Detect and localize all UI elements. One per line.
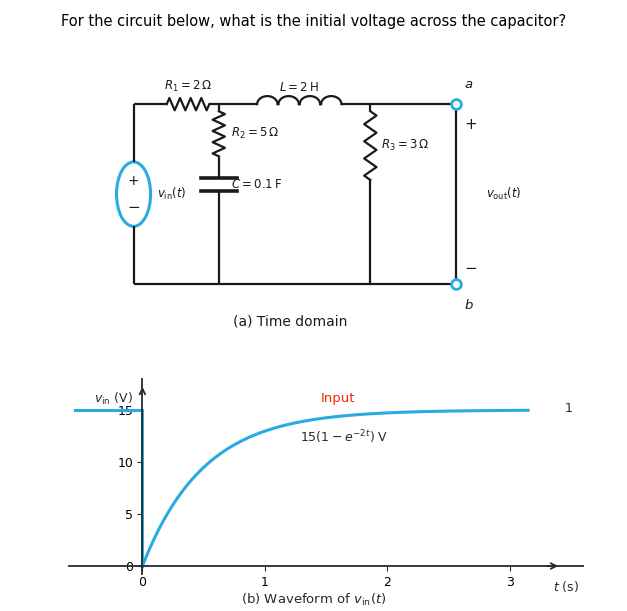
Text: (b) Waveform of $v_{\mathrm{in}}(t)$: (b) Waveform of $v_{\mathrm{in}}(t)$ (241, 592, 386, 608)
Text: $L = 2\,\mathrm{H}$: $L = 2\,\mathrm{H}$ (279, 81, 319, 93)
Text: $t$ (s): $t$ (s) (552, 579, 579, 593)
Text: (a) Time domain: (a) Time domain (233, 315, 347, 329)
Text: $R_3 = 3\,\Omega$: $R_3 = 3\,\Omega$ (381, 138, 429, 153)
Text: $C = 0.1\,\mathrm{F}$: $C = 0.1\,\mathrm{F}$ (231, 178, 282, 191)
Text: Input: Input (321, 392, 356, 405)
Text: +: + (464, 117, 477, 131)
Text: $v_{\rm in}$ (V): $v_{\rm in}$ (V) (93, 391, 133, 408)
Text: For the circuit below, what is the initial voltage across the capacitor?: For the circuit below, what is the initi… (61, 14, 566, 29)
Text: $R_1 = 2\,\Omega$: $R_1 = 2\,\Omega$ (164, 79, 212, 93)
Text: +: + (128, 174, 139, 188)
Text: a: a (464, 78, 472, 91)
Text: $v_{\rm in}(t)$: $v_{\rm in}(t)$ (157, 186, 187, 202)
Text: $v_{\rm out}(t)$: $v_{\rm out}(t)$ (487, 186, 522, 202)
Text: −: − (127, 200, 140, 215)
Text: $R_2 = 5\,\Omega$: $R_2 = 5\,\Omega$ (231, 126, 279, 141)
Text: −: − (464, 262, 477, 276)
Text: b: b (464, 299, 473, 312)
Text: $15(1 - e^{-2t})$ V: $15(1 - e^{-2t})$ V (300, 429, 389, 447)
Text: 1: 1 (565, 403, 572, 415)
